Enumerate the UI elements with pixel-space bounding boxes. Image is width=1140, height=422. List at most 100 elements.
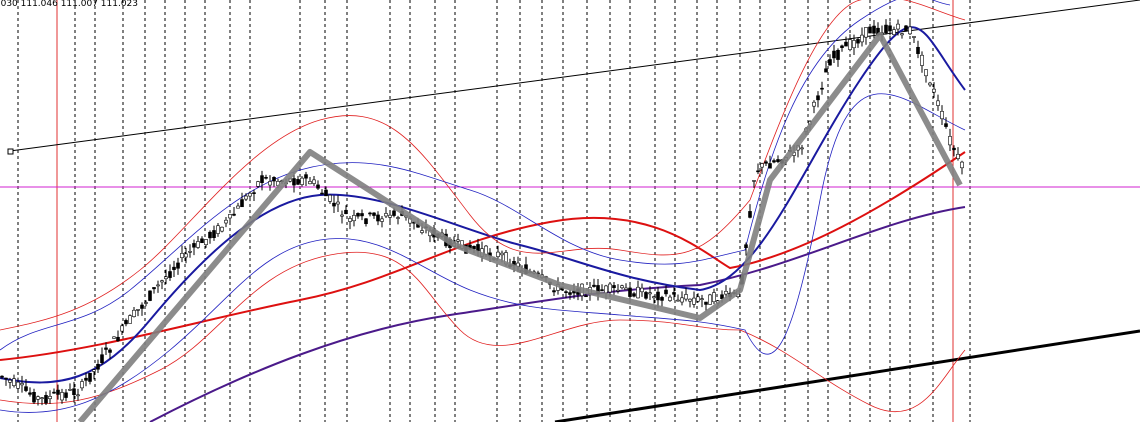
candle-body [20,383,24,386]
candle-body [340,214,344,217]
candle-body [872,25,876,34]
candle-body [948,136,952,146]
candle-body [332,202,336,207]
candle-body [916,46,920,54]
candle-body [112,336,116,339]
candle-body [204,239,208,246]
candle-body [168,271,172,278]
candle-body [392,210,396,216]
candle-body [696,296,700,302]
candle-body [84,377,88,381]
candle-body [760,163,764,168]
candle-body [828,59,832,66]
candle-body [592,284,596,287]
candle-body [836,49,840,60]
candle-body [148,290,152,301]
candle-body [224,219,228,224]
candle-body [316,184,320,189]
candle-body [40,397,44,400]
candle-body [636,286,640,299]
candle-body [924,69,928,77]
candle-body [900,33,904,36]
candle-body [232,213,236,216]
candle-body [260,175,264,183]
candle-body [844,41,848,47]
bollinger-lower [0,93,966,413]
candle-body [140,304,144,309]
candle-body [568,292,572,295]
candle-body [200,238,204,244]
candle-body [44,395,48,404]
candle-body [324,189,328,197]
candle-body [80,381,84,389]
moving-average-red [0,151,966,361]
candle-body [312,179,316,184]
bollinger-upper [0,0,951,351]
candle-body [184,253,188,258]
candle-body [620,285,624,289]
candle-body [756,170,760,173]
candle-body [656,291,660,301]
candle-body [776,159,780,162]
candle-body [484,245,488,255]
candle-body [0,375,4,378]
candle-body [96,363,100,370]
candle-body [344,209,348,215]
candle-body [36,396,40,400]
candle-body [764,161,768,164]
candle-body [952,147,956,151]
candle-body [48,396,52,400]
candle-body [956,153,960,159]
candle-body [188,251,192,253]
candle-body [24,386,28,391]
envelope-upper [0,0,966,331]
candle-body [816,95,820,101]
candle-body [604,285,608,294]
candle-body [8,379,12,383]
candle-body [108,349,112,353]
candle-body [212,230,216,238]
candle-body [360,213,364,217]
candle-body [704,301,708,305]
candle-body [632,293,636,297]
candle-body [356,213,360,217]
candle-body [856,39,860,44]
candle-body [820,87,824,90]
candle-body [196,241,200,248]
candle-body [552,290,556,293]
candle-body [612,285,616,289]
candle-body [768,163,772,169]
candle-body [712,292,716,303]
candle-body [772,160,776,163]
candle-body [456,239,460,242]
candle-body [860,34,864,43]
candle-body [676,299,680,302]
candle-body [936,100,940,106]
candle-body [364,218,368,225]
candle-body [932,88,936,93]
candle-body [192,243,196,248]
candle-body [176,262,180,269]
candle-body [4,377,8,380]
candle-body [672,292,676,295]
candle-body [216,225,220,234]
candle-body [664,289,668,295]
candle-body [644,292,648,299]
candle-body [496,251,500,257]
candle-body [600,289,604,291]
candle-body [368,212,372,215]
candle-body [628,287,632,297]
candle-body [920,54,924,66]
trend-anchor [7,148,14,155]
candle-body [88,372,92,382]
candle-body [888,25,892,32]
candle-body [864,27,868,38]
candle-body [16,381,20,389]
channel-line [554,329,1140,422]
candle-body [228,214,232,219]
candle-body [376,214,380,222]
candle-body [92,369,96,372]
candle-body [164,276,168,280]
candle-body [500,252,504,256]
candle-body [132,309,136,317]
